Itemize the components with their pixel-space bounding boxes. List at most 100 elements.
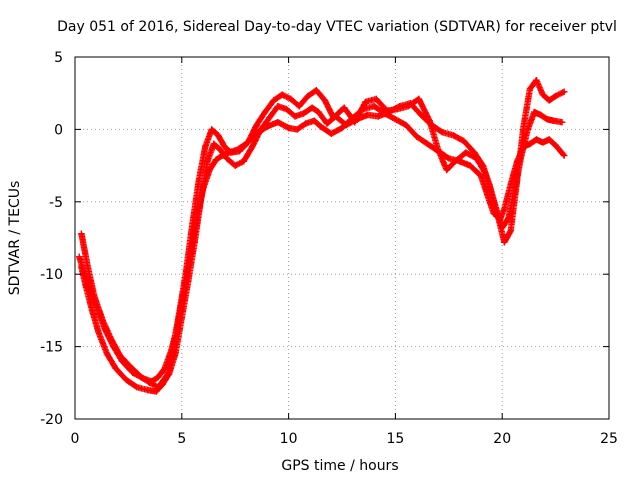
y-tick-label: -15 (40, 340, 63, 356)
series-track-a (76, 103, 568, 385)
data-point (311, 117, 318, 124)
data-point (212, 156, 220, 164)
data-point (462, 149, 470, 156)
data-point (170, 343, 177, 350)
series-track-b (78, 100, 566, 395)
data-point (112, 365, 119, 372)
data-point (202, 143, 209, 150)
data-point (533, 76, 540, 84)
data-point (261, 108, 269, 116)
y-tick-label: -5 (49, 195, 63, 211)
data-point (426, 117, 433, 124)
y-tick-label: -20 (40, 412, 63, 428)
data-point (375, 113, 382, 120)
data-point (545, 136, 553, 143)
data-point (526, 85, 534, 93)
data-point (76, 253, 83, 261)
data-point (189, 220, 196, 227)
data-point (146, 379, 153, 386)
data-point (417, 111, 425, 119)
data-point (473, 155, 480, 162)
data-point (560, 88, 568, 95)
data-point (78, 263, 85, 271)
data-point (520, 123, 527, 130)
data-point (481, 169, 489, 177)
data-point (543, 116, 551, 123)
data-point (208, 126, 215, 133)
chart-title: Day 051 of 2016, Sidereal Day-to-day VTE… (57, 19, 617, 35)
data-point (293, 126, 301, 133)
data-point (539, 139, 546, 146)
series-track-c (78, 76, 568, 391)
data-point (439, 129, 446, 136)
data-point (182, 268, 190, 275)
data-point (244, 139, 252, 146)
data-point (127, 363, 134, 371)
data-point (394, 105, 401, 113)
data-point (302, 120, 309, 127)
data-point (304, 92, 312, 100)
data-point (452, 158, 459, 165)
data-point (392, 116, 399, 123)
data-point (240, 158, 247, 165)
data-point (133, 383, 141, 391)
data-point (362, 98, 369, 106)
x-tick-label: 25 (600, 431, 618, 447)
data-point (552, 142, 559, 149)
data-point (152, 388, 160, 395)
data-point (364, 111, 371, 119)
data-point (317, 123, 324, 130)
data-point (270, 97, 277, 104)
data-point (415, 95, 423, 103)
data-point (545, 97, 553, 104)
data-point (343, 121, 350, 129)
x-tick-label: 0 (71, 431, 80, 447)
data-point (296, 103, 303, 110)
data-point (537, 111, 544, 119)
data-point (176, 307, 183, 314)
data-point (78, 230, 85, 237)
data-point (253, 121, 260, 129)
data-point (405, 103, 412, 110)
data-point (232, 162, 239, 169)
data-point (328, 130, 335, 137)
data-point (283, 105, 290, 113)
data-point (531, 108, 538, 116)
data-point (266, 114, 273, 122)
data-point (82, 282, 89, 289)
data-point (95, 328, 102, 336)
data-point (285, 124, 292, 132)
data-point (533, 136, 540, 143)
data-point (513, 176, 521, 184)
data-point (278, 91, 286, 98)
data-point (558, 118, 566, 126)
data-point (223, 155, 230, 162)
data-point (494, 213, 502, 220)
data-point (402, 121, 410, 129)
data-point (308, 104, 316, 111)
data-point (221, 143, 228, 150)
axis-ticks: 0 5 10 15 20 25 -20 -15 -10 -5 0 5 (40, 50, 618, 447)
series-track-c-markers (78, 77, 568, 391)
data-point (338, 124, 346, 132)
data-point (291, 113, 299, 120)
y-tick-label: 5 (54, 50, 63, 66)
y-tick-label: 0 (54, 122, 63, 138)
data-point (313, 87, 320, 94)
data-point (300, 110, 307, 117)
data-point (372, 95, 380, 103)
data-point (340, 104, 348, 111)
data-points (76, 76, 568, 395)
data-point (155, 373, 162, 381)
y-tick-label: -10 (40, 267, 63, 283)
data-point (227, 149, 235, 156)
data-point (443, 166, 450, 174)
data-point (552, 92, 559, 100)
data-point (214, 131, 222, 139)
data-point (434, 146, 442, 153)
data-point (88, 307, 96, 314)
data-point (424, 140, 431, 148)
data-point (163, 372, 171, 379)
x-tick-label: 20 (493, 431, 511, 447)
plot-frame (74, 56, 610, 420)
